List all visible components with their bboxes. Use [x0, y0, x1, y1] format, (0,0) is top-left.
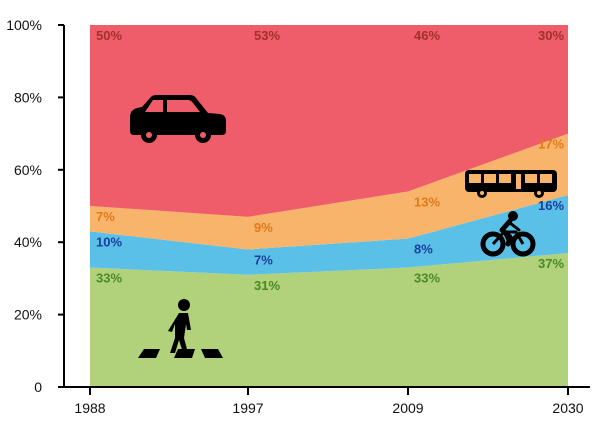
data-label: 50% — [96, 28, 122, 43]
area-pedestrian — [90, 253, 568, 387]
y-tick-label: 80% — [14, 89, 42, 105]
x-tick-label: 2030 — [552, 400, 583, 416]
data-label: 31% — [254, 278, 280, 293]
data-label: 37% — [538, 256, 564, 271]
data-label: 7% — [254, 252, 273, 267]
data-label: 10% — [96, 234, 122, 249]
x-tick-label: 1988 — [74, 400, 105, 416]
data-labels: 33% 31% 33% 37% 10% 7% 8% 16% 7% 9% 13% 17% 50% 53% 46… — [96, 28, 564, 293]
data-label: 9% — [254, 220, 273, 235]
data-label: 53% — [254, 28, 280, 43]
data-label: 46% — [414, 28, 440, 43]
data-label: 33% — [414, 271, 440, 286]
area-bicycle — [90, 195, 568, 275]
data-label: 16% — [538, 198, 564, 213]
x-axis-ticks: 1988 1997 2009 2030 — [74, 387, 584, 416]
area-layers — [90, 25, 568, 387]
y-tick-label: 100% — [6, 17, 42, 33]
data-label: 30% — [538, 28, 564, 43]
bicycle-icon — [480, 211, 536, 257]
y-tick-label: 60% — [14, 162, 42, 178]
data-label: 17% — [538, 137, 564, 152]
data-label: 7% — [96, 209, 115, 224]
y-tick-label: 40% — [14, 234, 42, 250]
bus-icon — [465, 170, 557, 198]
area-car — [90, 25, 568, 217]
y-tick-label: 0 — [34, 379, 42, 395]
data-label: 8% — [414, 242, 433, 257]
axes — [63, 25, 590, 388]
pedestrian-icon — [138, 299, 223, 358]
y-axis-ticks: 0 20% 40% 60% 80% 100% — [6, 17, 64, 395]
data-label: 13% — [414, 195, 440, 210]
car-icon — [130, 95, 226, 143]
y-tick-label: 20% — [14, 307, 42, 323]
x-tick-label: 2009 — [392, 400, 423, 416]
area-bus — [90, 133, 568, 250]
data-label: 33% — [96, 271, 122, 286]
x-tick-label: 1997 — [232, 400, 263, 416]
